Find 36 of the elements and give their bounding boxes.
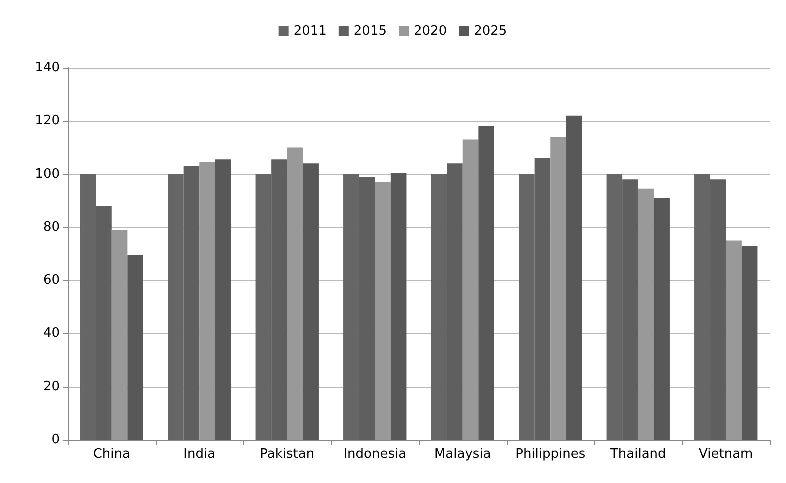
- x-tick-label: China: [93, 447, 130, 462]
- x-tick-label: Malaysia: [434, 447, 492, 462]
- legend-label: 2015: [354, 24, 388, 39]
- bar: [375, 182, 391, 440]
- bar: [128, 255, 144, 440]
- x-tick-label: Thailand: [609, 447, 666, 462]
- bar: [390, 172, 407, 440]
- bar: [215, 160, 232, 440]
- y-tick-label: 40: [43, 326, 60, 342]
- bar: [112, 230, 128, 440]
- bar: [478, 126, 494, 440]
- x-tick-label: Vietnam: [699, 447, 754, 462]
- bar: [726, 240, 742, 440]
- y-tick-label: 0: [52, 432, 60, 448]
- bar: [303, 164, 319, 440]
- y-tick-label: 20: [43, 379, 60, 394]
- y-tick-label: 120: [35, 114, 60, 129]
- legend-label: 2020: [414, 24, 448, 39]
- bar: [654, 198, 670, 440]
- bar: [287, 148, 304, 440]
- bar: [200, 162, 216, 440]
- y-tick-label: 80: [43, 220, 60, 235]
- y-tick-label: 60: [43, 273, 60, 288]
- x-tick-label: Philippines: [516, 447, 586, 462]
- y-tick-label: 100: [35, 166, 60, 182]
- y-tick-label: 140: [35, 60, 60, 76]
- legend-label: 2025: [474, 24, 508, 39]
- x-tick-label: India: [184, 447, 216, 462]
- bar: [566, 116, 582, 440]
- bar: [742, 246, 758, 440]
- bar: [638, 188, 654, 440]
- x-tick-label: Indonesia: [344, 447, 407, 462]
- x-tick-label: Pakistan: [260, 447, 315, 462]
- bar: [462, 140, 479, 440]
- bar: [550, 137, 566, 440]
- legend-label: 2011: [294, 24, 327, 39]
